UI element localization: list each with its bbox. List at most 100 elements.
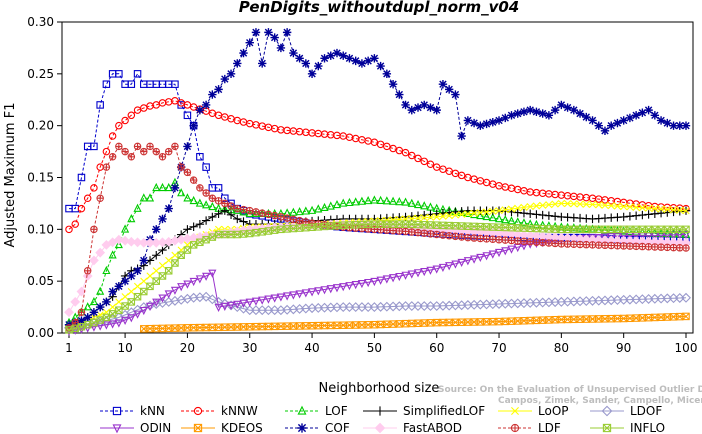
data-point-odin <box>258 296 267 305</box>
data-point-lof <box>526 219 535 228</box>
data-point-cof <box>226 69 236 79</box>
legend-label: kNN <box>140 404 165 418</box>
data-point-cof <box>89 308 99 317</box>
data-point-knn <box>183 111 192 120</box>
data-point-lof <box>413 199 423 209</box>
data-point-loop <box>669 206 678 214</box>
data-point-ldf <box>545 239 553 247</box>
data-point-odin <box>501 247 510 256</box>
data-point-knn <box>214 184 223 192</box>
x-axis-label: Neighborhood size <box>319 381 440 396</box>
legend-label: COF <box>325 421 350 434</box>
data-point-cof <box>395 90 404 99</box>
legend-item-fastabod: FastABOD <box>363 421 462 434</box>
legend-item-loop: LoOP <box>498 404 569 418</box>
data-point-lof <box>501 215 510 224</box>
data-point-kdeos <box>563 315 572 324</box>
data-point-loop <box>595 201 603 209</box>
data-point-knn <box>115 70 123 78</box>
data-point-ldf <box>576 240 584 249</box>
data-point-ldf <box>538 238 547 247</box>
data-point-lof <box>301 206 310 215</box>
data-point-odin <box>270 294 279 303</box>
legend-marker <box>112 406 122 416</box>
data-point-knn <box>127 80 136 88</box>
data-point-ldf <box>227 202 235 210</box>
legend-marker <box>511 407 519 415</box>
data-point-lof <box>507 216 516 225</box>
data-point-cof <box>295 54 304 63</box>
data-point-loop <box>588 200 597 209</box>
data-point-ldf <box>83 267 92 275</box>
data-point-cof <box>619 116 628 125</box>
data-point-cof <box>357 59 367 68</box>
data-point-ldf <box>619 242 628 250</box>
data-point-simplifiedlof <box>650 209 660 218</box>
data-point-odin <box>114 319 123 328</box>
data-point-inflo <box>171 259 179 267</box>
data-point-knn <box>171 80 179 88</box>
data-point-knnw <box>414 154 422 163</box>
data-point-loop <box>526 202 534 211</box>
data-point-simplifiedlof <box>638 210 647 220</box>
data-point-ldf <box>420 229 428 238</box>
data-point-loop <box>645 204 653 212</box>
data-point-ldf <box>570 240 578 249</box>
data-point-odin <box>339 283 348 292</box>
y-tick-label: 0.15 <box>27 171 54 185</box>
data-point-cof <box>276 43 286 53</box>
data-point-cof <box>114 282 124 291</box>
data-point-cof <box>607 121 616 130</box>
data-point-odin <box>314 287 323 296</box>
x-tick-label: 20 <box>180 341 195 355</box>
data-point-cof <box>544 111 554 120</box>
data-point-odin <box>283 292 292 301</box>
data-point-cof <box>507 111 516 120</box>
data-point-loop <box>476 208 484 217</box>
legend-item-kdeos: KDEOS <box>181 421 263 434</box>
data-point-lof <box>494 214 504 223</box>
data-point-cof <box>563 103 572 112</box>
legend-marker <box>297 405 307 415</box>
data-point-ldf <box>270 211 279 220</box>
data-point-ldf <box>389 226 397 235</box>
data-point-cof <box>663 118 672 128</box>
data-point-lof <box>108 250 117 259</box>
data-point-inflo <box>345 221 354 229</box>
legend-label: FastABOD <box>403 421 462 434</box>
data-point-loop <box>682 207 690 215</box>
data-point-loop <box>495 207 503 215</box>
data-point-lof <box>388 196 398 205</box>
data-point-ldf <box>395 227 404 235</box>
data-point-ldf <box>233 204 242 213</box>
data-point-inflo <box>108 310 117 318</box>
data-point-loop <box>115 298 123 306</box>
data-point-ldf <box>214 197 223 205</box>
data-point-lof <box>382 196 391 205</box>
data-point-simplifiedlof <box>625 212 635 221</box>
y-tick-label: 0.00 <box>27 326 54 340</box>
data-point-fastabod <box>132 237 143 248</box>
data-point-inflo <box>133 292 142 301</box>
data-point-cof <box>77 316 86 325</box>
data-point-ldf <box>77 308 86 317</box>
data-point-lof <box>675 229 684 238</box>
data-point-cof <box>301 59 311 68</box>
data-point-ldf <box>383 226 391 234</box>
data-point-odin <box>607 233 616 242</box>
data-point-cof <box>494 116 504 125</box>
data-point-loop <box>657 205 665 213</box>
data-point-loop <box>520 203 528 211</box>
data-point-simplifiedlof <box>189 222 198 231</box>
data-point-loop <box>613 202 622 210</box>
data-point-ldf <box>401 227 410 236</box>
data-point-loop <box>152 267 160 275</box>
data-point-knnw <box>115 121 123 130</box>
data-point-loop <box>582 200 590 208</box>
data-point-ldf <box>189 176 198 184</box>
legend-marker <box>374 422 386 434</box>
data-point-odin <box>214 303 223 313</box>
data-point-ldof <box>681 292 691 303</box>
data-point-odin <box>177 283 186 292</box>
data-point-inflo <box>121 302 129 310</box>
